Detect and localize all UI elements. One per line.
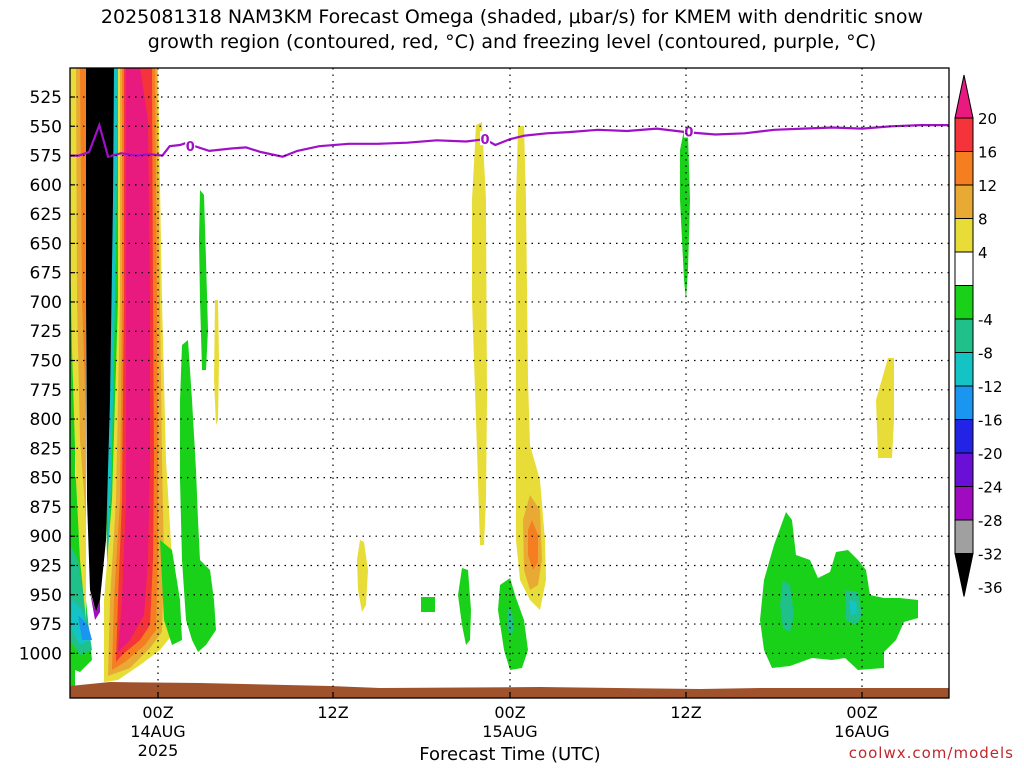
freezing-level-label-bg xyxy=(683,123,694,138)
x-tick-year: 2025 xyxy=(138,741,179,760)
y-tick-label: 775 xyxy=(30,381,62,401)
freezing-level-label: 0 xyxy=(684,126,693,141)
omega-shade-yellow-column-a xyxy=(472,122,487,545)
x-tick-label: 12Z xyxy=(317,703,348,722)
omega-shade-yellow-thin-1 xyxy=(214,300,219,425)
y-tick-label: 1000 xyxy=(19,644,62,664)
omega-shade-green-plume xyxy=(180,340,216,652)
colorbar-label: 16 xyxy=(978,144,997,162)
omega-shade-green-plume-top xyxy=(199,190,208,370)
omega-shade-purple-tip xyxy=(90,592,100,620)
colorbar-label: -28 xyxy=(978,512,1003,530)
colorbar-band xyxy=(954,519,974,554)
chart-title-line-1: 2025081318 NAM3KM Forecast Omega (shaded… xyxy=(100,6,924,28)
colorbar-label: -20 xyxy=(978,445,1003,463)
colorbar-band xyxy=(954,452,974,487)
x-tick-date: 15AUG xyxy=(482,722,537,741)
y-tick-label: 600 xyxy=(30,176,62,196)
ground-terrain xyxy=(70,682,949,698)
colorbar-label: 8 xyxy=(978,211,988,229)
y-tick-label: 650 xyxy=(30,234,62,254)
x-tick-label: 00Z xyxy=(846,703,877,722)
omega-shade-green-thin-12z xyxy=(680,130,690,300)
y-tick-label: 950 xyxy=(30,586,62,606)
y-tick-label: 575 xyxy=(30,147,62,167)
omega-shade-black-column xyxy=(86,68,114,612)
colorbar-label: 12 xyxy=(978,177,997,195)
colorbar-label: -8 xyxy=(978,345,993,363)
omega-shade-green-strip-1 xyxy=(160,540,182,645)
y-tick-label: 675 xyxy=(30,264,62,284)
colorbar-band xyxy=(954,117,974,152)
colorbar-label: 4 xyxy=(978,244,988,262)
colorbar-band xyxy=(954,251,974,286)
colorbar-label: -16 xyxy=(978,412,1003,430)
omega-shade-green-square xyxy=(421,597,435,612)
omega-shade-green-big-16aug xyxy=(760,512,918,670)
colorbar-band xyxy=(954,385,974,420)
colorbar-band xyxy=(954,285,974,320)
source-credit: coolwx.com/models xyxy=(848,744,1014,762)
colorbar-band xyxy=(954,218,974,253)
colorbar-label: -12 xyxy=(978,378,1003,396)
omega-shade-yellow-column-b xyxy=(516,126,546,610)
colorbar-label: -24 xyxy=(978,479,1003,497)
freezing-level-label-bg xyxy=(480,131,491,146)
freezing-level-label: 0 xyxy=(186,140,195,155)
y-tick-label: 875 xyxy=(30,498,62,518)
y-tick-label: 925 xyxy=(30,556,62,576)
colorbar-label: -32 xyxy=(978,546,1003,564)
colorbar-band xyxy=(954,419,974,454)
omega-shade-cyan-16aug-b xyxy=(849,600,857,615)
x-tick-label: 00Z xyxy=(142,703,173,722)
omega-colorbar: 20 16 12 8 4 -4 -8 -12 -16 -20 -24 -28 -32 -36 xyxy=(954,74,1003,597)
omega-shade-yellow-late xyxy=(876,358,894,458)
y-tick-label: 825 xyxy=(30,439,62,459)
y-tick-label: 700 xyxy=(30,293,62,313)
y-tick-label: 750 xyxy=(30,352,62,372)
omega-shade-yellow-blob-12z xyxy=(357,540,368,612)
x-tick-label: 00Z xyxy=(494,703,525,722)
x-axis-label: Forecast Time (UTC) xyxy=(419,744,601,765)
colorbar-label: -4 xyxy=(978,311,993,329)
colorbar-label: 20 xyxy=(978,110,997,128)
colorbar-band xyxy=(954,184,974,219)
colorbar-band xyxy=(954,151,974,186)
x-tick-date: 14AUG xyxy=(130,722,185,741)
y-tick-label: 800 xyxy=(30,410,62,430)
y-tick-label: 850 xyxy=(30,469,62,489)
colorbar-top-arrow xyxy=(954,74,974,119)
freezing-level-label-bg xyxy=(185,138,196,153)
freezing-level-label: 0 xyxy=(481,133,490,148)
omega-shade-green-blob-a xyxy=(458,568,471,645)
omega-shade-teal-16aug-a xyxy=(780,580,794,632)
colorbar-band xyxy=(954,486,974,521)
colorbar-bottom-arrow xyxy=(954,553,974,597)
freezing-level-contour xyxy=(70,121,949,159)
x-tick-date: 16AUG xyxy=(834,722,889,741)
colorbar-band xyxy=(954,318,974,353)
y-tick-label: 725 xyxy=(30,322,62,342)
y-tick-label: 900 xyxy=(30,527,62,547)
colorbar-label: -36 xyxy=(978,579,1003,597)
chart-title-line-2: growth region (contoured, red, °C) and f… xyxy=(147,31,877,53)
colorbar-band xyxy=(954,352,974,387)
y-tick-label: 525 xyxy=(30,88,62,108)
y-tick-label: 550 xyxy=(30,117,62,137)
omega-shade-blue-left xyxy=(78,615,92,640)
omega-shade-orange-column-b xyxy=(528,520,538,570)
y-tick-label: 625 xyxy=(30,205,62,225)
x-tick-label: 12Z xyxy=(670,703,701,722)
y-tick-label: 975 xyxy=(30,615,62,635)
